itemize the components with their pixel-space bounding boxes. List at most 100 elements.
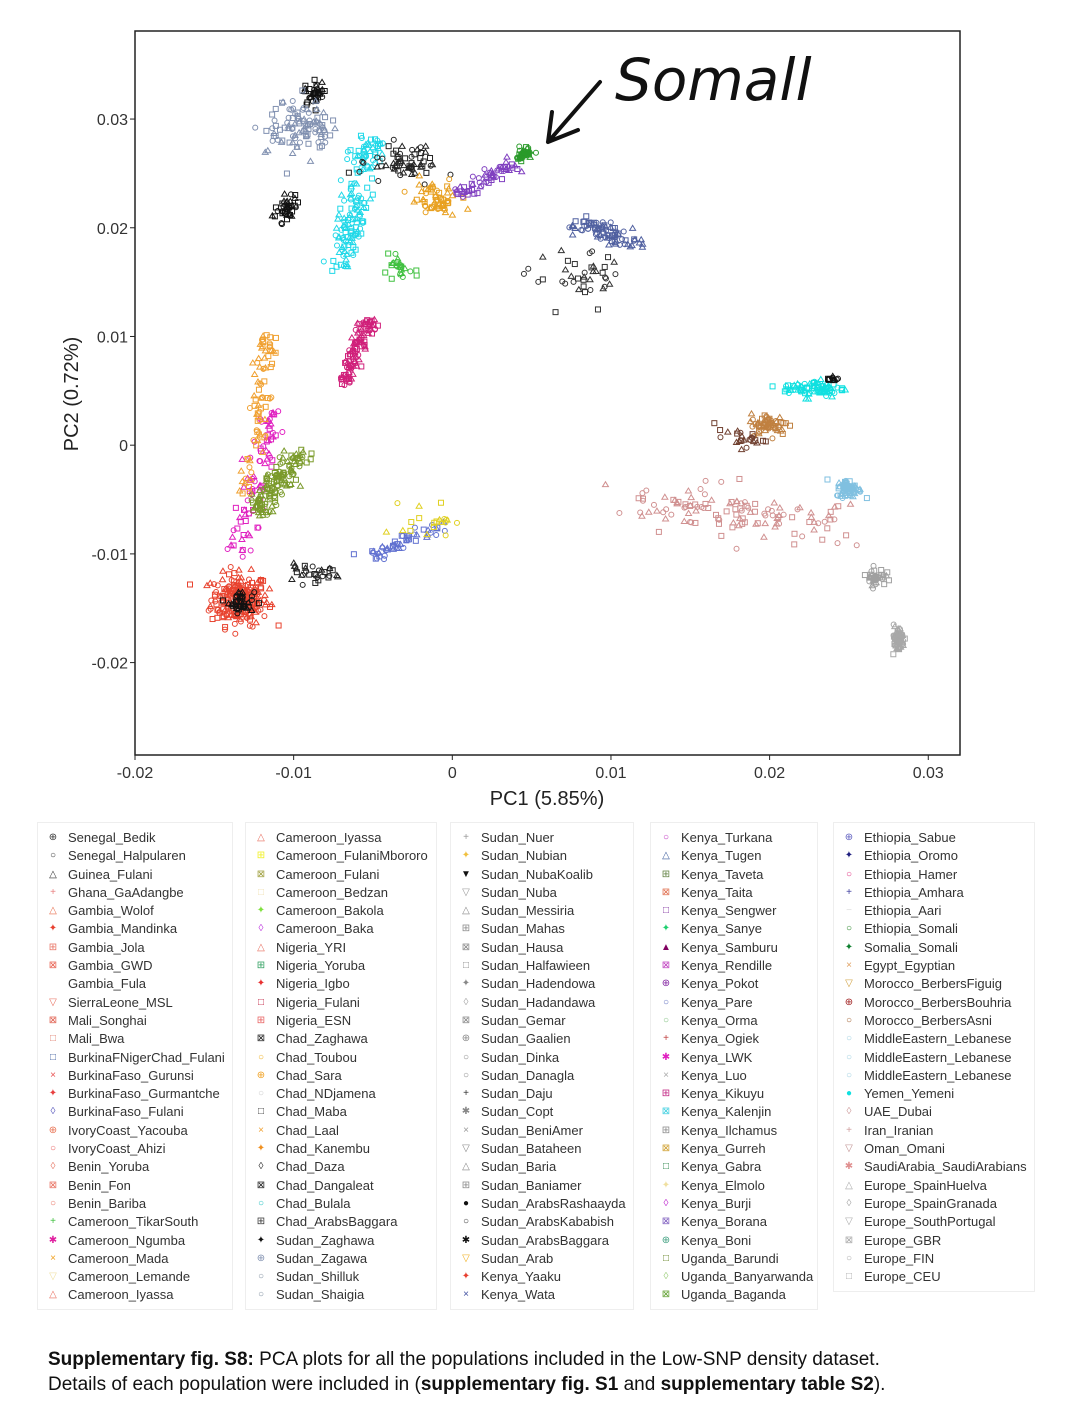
data-point [397, 172, 404, 179]
data-point [355, 147, 362, 154]
data-point [278, 454, 287, 461]
legend-marker-icon: △ [662, 850, 670, 862]
legend-label: Sudan_Arab [481, 1250, 554, 1266]
data-point [318, 87, 325, 94]
data-point [760, 437, 767, 444]
data-point [359, 331, 368, 339]
data-point [417, 187, 426, 195]
data-point [238, 455, 247, 462]
data-point [245, 531, 254, 539]
data-point [357, 132, 364, 139]
data-point [246, 622, 253, 629]
data-point [246, 616, 253, 623]
data-point [309, 563, 316, 570]
legend-marker-icon: ◊ [663, 1271, 669, 1283]
legend-item: ◊ Benin_Yoruba [46, 1158, 232, 1176]
data-point [219, 597, 226, 604]
data-point [421, 142, 430, 149]
legend-label: Ghana_GaAdangbe [68, 884, 184, 900]
legend-marker-icon: + [663, 1033, 669, 1045]
data-point [564, 257, 571, 264]
legend-label: Sudan_ArabsKababish [481, 1214, 614, 1230]
data-point [345, 376, 352, 383]
data-point [426, 204, 435, 212]
data-point [589, 267, 598, 275]
data-point [302, 82, 309, 89]
legend-marker-icon: ⊠ [48, 1179, 58, 1191]
data-point [583, 213, 590, 220]
legend-label: Nigeria_ESN [276, 1012, 352, 1028]
legend-item: ✱ Kenya_LWK [659, 1049, 817, 1067]
legend-label: Morocco_BerbersBouhria [864, 994, 1012, 1010]
data-point [769, 383, 776, 390]
data-point [312, 105, 321, 112]
data-point [408, 163, 415, 170]
data-point [211, 581, 218, 588]
data-point [279, 429, 286, 436]
legend-item: × Kenya_Wata [459, 1286, 633, 1304]
legend-marker-icon: □ [257, 886, 265, 898]
data-point [601, 480, 610, 488]
legend-item: ⊕ Senegal_Bedik [46, 829, 232, 847]
legend-marker-icon: △ [49, 868, 57, 880]
data-point [356, 213, 363, 220]
data-point [407, 527, 414, 534]
data-point [348, 180, 355, 187]
data-point [390, 150, 397, 157]
data-point [368, 143, 377, 151]
data-point [262, 432, 269, 439]
data-point [637, 509, 644, 516]
legend-marker-icon: ⊞ [48, 941, 58, 953]
data-point [366, 147, 374, 155]
data-point [234, 566, 243, 573]
legend-label: Chad_Maba [276, 1104, 347, 1120]
caption-ref: supplementary table S2 [660, 1374, 874, 1395]
data-point [776, 520, 783, 527]
data-point [415, 171, 424, 179]
data-point [271, 493, 278, 500]
legend-item: × Sudan_BeniAmer [459, 1122, 633, 1140]
data-point [208, 597, 215, 604]
legend-item: ⊠ Gambia_GWD [46, 957, 232, 975]
legend-item: ⊠ Kenya_Gurreh [659, 1140, 817, 1158]
legend-item: ✦ Somalia_Somali [842, 939, 1034, 957]
data-point [816, 375, 825, 382]
legend-item: × Chad_Laal [254, 1122, 436, 1140]
data-point [352, 246, 359, 253]
legend-marker-icon: ⊞ [256, 1014, 266, 1026]
data-point [385, 250, 392, 257]
data-point [490, 173, 497, 180]
legend-item: △ Guinea_Fulani [46, 866, 232, 884]
data-point [768, 507, 775, 514]
legend-marker-icon: ⊠ [256, 1033, 266, 1045]
data-point [351, 215, 360, 222]
data-point [568, 221, 577, 229]
legend-item: ✦ Sudan_Nubian [459, 847, 633, 865]
data-point [797, 387, 806, 395]
data-point [435, 515, 444, 523]
data-point [248, 497, 255, 504]
legend-label: Sudan_Zaghawa [276, 1232, 375, 1248]
legend-marker-icon: ✱ [661, 1051, 671, 1063]
data-point [270, 133, 277, 140]
data-point [392, 250, 399, 257]
data-point [400, 544, 407, 551]
legend-label: Ethiopia_Amhara [864, 884, 964, 900]
data-point [343, 262, 352, 270]
data-point [261, 148, 270, 155]
data-point [707, 496, 716, 503]
data-point [806, 519, 813, 526]
legend-marker-icon: ✱ [844, 1161, 854, 1173]
data-point [474, 190, 481, 197]
data-point [266, 340, 273, 347]
data-point [839, 387, 846, 394]
data-point [420, 158, 427, 165]
data-point [312, 126, 319, 133]
data-point [807, 508, 815, 516]
data-point [596, 231, 605, 239]
legend-label: Kenya_Taita [681, 884, 753, 900]
data-point [240, 600, 247, 607]
data-point [265, 584, 274, 592]
data-point [306, 94, 313, 101]
legend-label: Kenya_Borana [681, 1214, 768, 1230]
